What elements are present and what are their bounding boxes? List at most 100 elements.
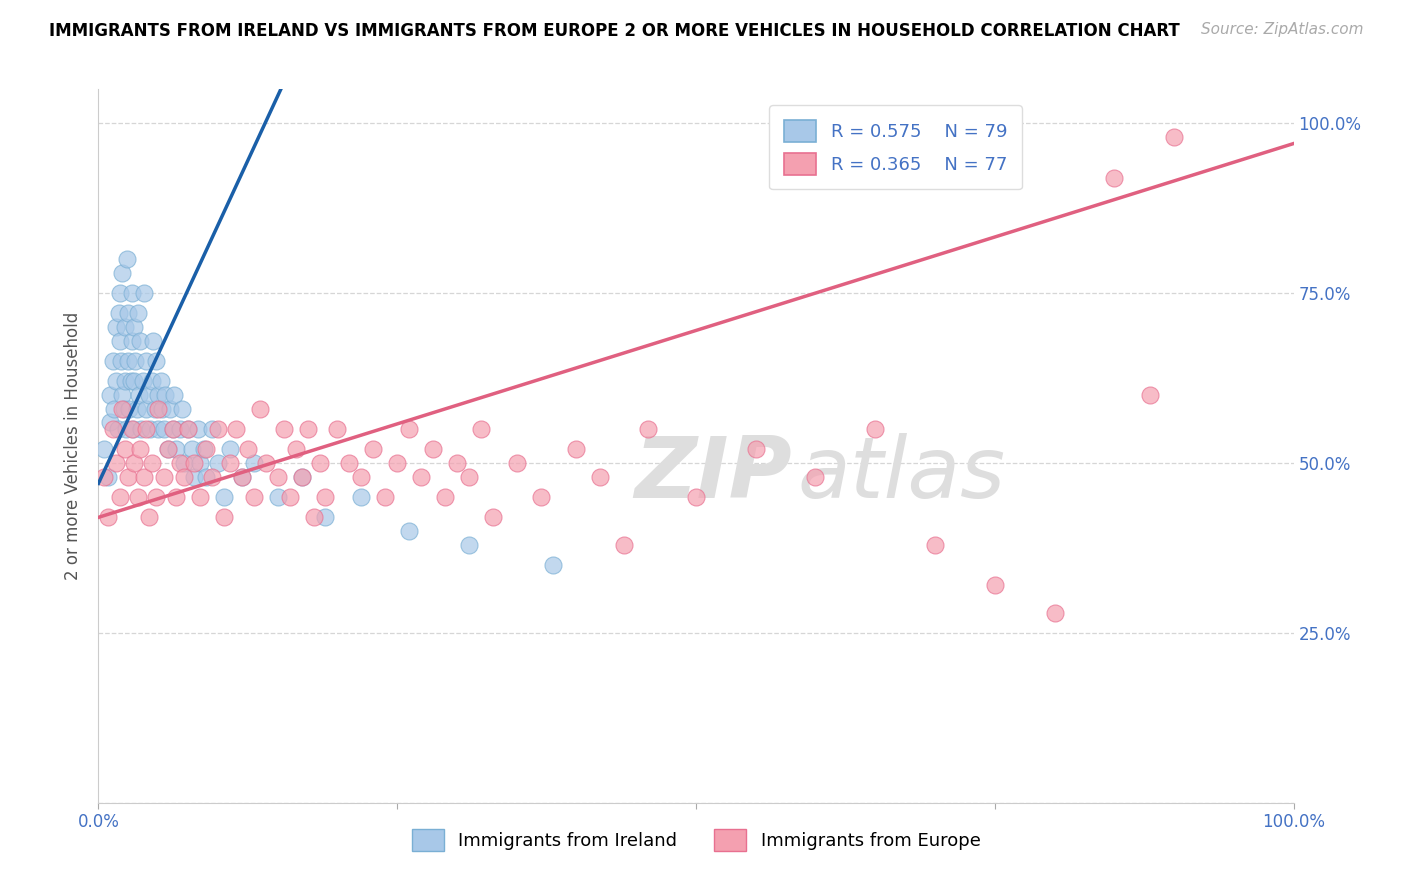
Point — [159, 401, 181, 416]
Point — [315, 490, 337, 504]
Point — [745, 442, 768, 457]
Point — [145, 354, 167, 368]
Point — [1139, 388, 1161, 402]
Point — [148, 422, 170, 436]
Point — [231, 469, 253, 483]
Point — [278, 490, 301, 504]
Point — [124, 320, 146, 334]
Point — [273, 422, 295, 436]
Point — [121, 422, 143, 436]
Point — [165, 490, 187, 504]
Point — [117, 469, 139, 483]
Point — [243, 490, 266, 504]
Point — [637, 422, 659, 436]
Point — [374, 490, 396, 504]
Point — [153, 422, 176, 436]
Point — [108, 334, 131, 348]
Point — [111, 401, 134, 416]
Point — [122, 422, 145, 436]
Point — [308, 456, 330, 470]
Point — [125, 401, 148, 416]
Point — [225, 422, 247, 436]
Point — [589, 469, 612, 483]
Point — [481, 510, 505, 524]
Point — [124, 375, 146, 389]
Point — [153, 469, 176, 483]
Point — [98, 388, 122, 402]
Point — [148, 388, 170, 402]
Point — [1043, 606, 1066, 620]
Point — [291, 469, 314, 483]
Point — [108, 286, 131, 301]
Point — [132, 286, 155, 301]
Point — [110, 354, 132, 368]
Point — [180, 442, 202, 457]
Point — [1104, 170, 1126, 185]
Point — [108, 490, 131, 504]
Point — [124, 354, 146, 368]
Text: Source: ZipAtlas.com: Source: ZipAtlas.com — [1201, 22, 1364, 37]
Point — [188, 490, 211, 504]
Point — [97, 510, 120, 524]
Point — [291, 469, 314, 483]
Point — [101, 422, 124, 436]
Point — [132, 469, 155, 483]
Point — [98, 415, 122, 429]
Point — [195, 469, 218, 483]
Point — [141, 456, 163, 470]
Point — [1163, 129, 1185, 144]
Point — [138, 510, 160, 524]
Point — [350, 469, 373, 483]
Point — [207, 422, 229, 436]
Point — [446, 456, 468, 470]
Point — [128, 388, 150, 402]
Legend: Immigrants from Ireland, Immigrants from Europe: Immigrants from Ireland, Immigrants from… — [405, 822, 987, 858]
Point — [169, 456, 191, 470]
Point — [254, 456, 277, 470]
Point — [148, 401, 170, 416]
Point — [458, 537, 481, 551]
Point — [105, 375, 128, 389]
Point — [183, 456, 205, 470]
Point — [865, 422, 887, 436]
Point — [284, 442, 307, 457]
Point — [183, 469, 205, 483]
Point — [315, 510, 337, 524]
Point — [111, 266, 134, 280]
Point — [411, 469, 433, 483]
Point — [117, 354, 139, 368]
Point — [145, 490, 167, 504]
Point — [114, 442, 136, 457]
Point — [129, 334, 152, 348]
Point — [195, 442, 218, 457]
Point — [138, 388, 160, 402]
Point — [156, 442, 179, 457]
Point — [267, 469, 290, 483]
Point — [155, 388, 177, 402]
Text: atlas: atlas — [797, 433, 1005, 516]
Point — [173, 469, 195, 483]
Point — [212, 510, 235, 524]
Point — [111, 388, 134, 402]
Point — [201, 422, 224, 436]
Point — [231, 469, 253, 483]
Point — [121, 334, 143, 348]
Point — [118, 401, 141, 416]
Point — [101, 354, 124, 368]
Point — [201, 469, 224, 483]
Point — [172, 401, 194, 416]
Point — [142, 334, 165, 348]
Point — [107, 422, 129, 436]
Point — [188, 456, 211, 470]
Point — [105, 320, 128, 334]
Point — [162, 422, 184, 436]
Point — [541, 558, 564, 572]
Point — [297, 422, 319, 436]
Point — [115, 252, 138, 266]
Point — [350, 490, 373, 504]
Point — [165, 442, 187, 457]
Point — [398, 524, 420, 538]
Point — [162, 422, 184, 436]
Point — [458, 469, 481, 483]
Point — [249, 401, 271, 416]
